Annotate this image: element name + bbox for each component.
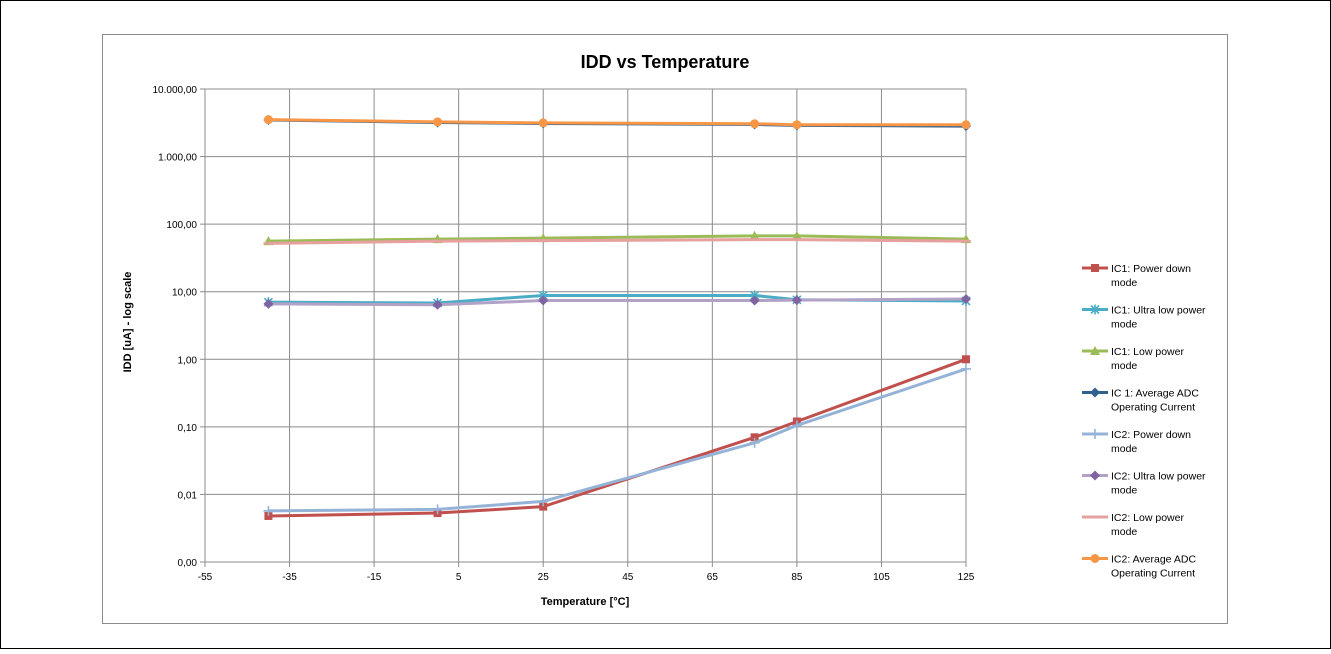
series-line bbox=[268, 297, 967, 307]
data-point bbox=[962, 355, 970, 364]
data-point bbox=[749, 437, 760, 448]
data-point bbox=[750, 433, 759, 442]
legend-label: IC2: Average ADC bbox=[1111, 554, 1196, 566]
legend-label: mode bbox=[1111, 277, 1137, 289]
legend-label: IC1: Power down bbox=[1111, 263, 1191, 275]
data-point bbox=[539, 502, 548, 511]
legend-swatch-marker bbox=[1090, 554, 1100, 563]
data-point bbox=[538, 295, 549, 306]
data-point bbox=[792, 120, 802, 130]
data-point bbox=[263, 505, 274, 516]
data-point bbox=[961, 120, 971, 130]
legend-label: mode bbox=[1111, 485, 1137, 497]
legend-swatch-marker bbox=[1090, 304, 1100, 315]
legend-item: IC1: Power down mode bbox=[1082, 263, 1191, 289]
legend-swatch-marker bbox=[1091, 264, 1099, 272]
x-tick-label: 85 bbox=[791, 572, 803, 583]
data-point bbox=[432, 299, 443, 310]
legend-item: IC1: Ultra low power mode bbox=[1082, 304, 1206, 331]
y-tick-label: 0,00 bbox=[178, 558, 198, 569]
series-line bbox=[268, 367, 967, 513]
legend-item: IC2: Average ADC Operating Current bbox=[1082, 554, 1196, 580]
x-tick-label: -55 bbox=[198, 572, 213, 583]
data-point bbox=[749, 230, 760, 240]
legend-item: IC2: Power down mode bbox=[1082, 429, 1191, 455]
data-point bbox=[791, 230, 802, 240]
series-8 bbox=[263, 115, 971, 130]
y-tick-label: 0,10 bbox=[178, 423, 198, 434]
legend-label: mode bbox=[1111, 319, 1137, 331]
legend-label: Operating Current bbox=[1111, 568, 1195, 580]
y-tick-label: 10,00 bbox=[172, 288, 197, 299]
legend-swatch-marker bbox=[1090, 470, 1100, 481]
legend-swatch-marker bbox=[1090, 429, 1100, 439]
series-layer bbox=[263, 114, 971, 520]
y-tick-label: 100,00 bbox=[166, 220, 197, 231]
chart-title: IDD vs Temperature bbox=[581, 52, 750, 72]
data-point bbox=[538, 118, 548, 128]
legend-label: IC 1: Average ADC bbox=[1111, 388, 1199, 400]
x-tick-label: 25 bbox=[538, 572, 550, 583]
y-tick-label: 10.000,00 bbox=[153, 85, 198, 96]
x-axis-title: Temperature [°C] bbox=[541, 596, 630, 608]
y-tick-label: 1.000,00 bbox=[158, 153, 197, 164]
grid bbox=[200, 88, 967, 567]
legend-swatch-marker bbox=[1090, 387, 1100, 398]
y-tick-label: 1,00 bbox=[178, 355, 198, 366]
data-point bbox=[749, 295, 760, 306]
series-5 bbox=[263, 363, 971, 516]
legend-label: mode bbox=[1111, 526, 1137, 538]
legend-label: Operating Current bbox=[1111, 402, 1195, 414]
x-tick-label: 45 bbox=[622, 572, 634, 583]
data-point bbox=[264, 511, 273, 520]
plot-area-border bbox=[204, 88, 967, 563]
series-7 bbox=[263, 238, 971, 245]
x-tick-label: -15 bbox=[367, 572, 382, 583]
legend-item: IC 1: Average ADC Operating Current bbox=[1082, 387, 1199, 414]
data-point bbox=[750, 119, 760, 129]
legend: IC1: Power down mode IC1: Ultra low power m… bbox=[1082, 263, 1206, 580]
legend-label: IC2: Ultra low power bbox=[1111, 471, 1206, 483]
data-point bbox=[791, 295, 802, 306]
series-line bbox=[268, 118, 966, 127]
data-point bbox=[263, 115, 273, 125]
series-line bbox=[268, 234, 967, 243]
data-point bbox=[432, 504, 443, 515]
legend-label: mode bbox=[1111, 443, 1137, 455]
x-tick-labels: -55 -35 -15 5 25 45 65 85 105 125 bbox=[198, 572, 975, 583]
data-point bbox=[433, 117, 443, 127]
legend-item: IC2: Low power mode bbox=[1082, 512, 1184, 538]
legend-label: IC2: Low power bbox=[1111, 512, 1184, 524]
data-point bbox=[263, 298, 274, 309]
legend-label: IC2: Power down bbox=[1111, 429, 1191, 441]
legend-item: IC2: Ultra low power mode bbox=[1082, 470, 1206, 497]
data-point bbox=[538, 496, 549, 507]
x-tick-label: 105 bbox=[873, 572, 890, 583]
legend-label: mode bbox=[1111, 360, 1137, 372]
legend-label: IC1: Ultra low power bbox=[1111, 305, 1206, 317]
legend-swatch-marker bbox=[1090, 346, 1100, 355]
data-point bbox=[791, 420, 802, 431]
y-axis-title: IDD [uA] - log scale bbox=[122, 272, 134, 373]
x-tick-label: -35 bbox=[282, 572, 297, 583]
x-tick-label: 65 bbox=[707, 572, 719, 583]
series-6 bbox=[263, 294, 971, 310]
y-tick-label: 0,01 bbox=[178, 490, 198, 501]
y-tick-labels: 0,00 0,01 0,10 1,00 10,00 100,00 1.000,00 10.00… bbox=[153, 85, 198, 569]
data-point bbox=[961, 363, 971, 374]
legend-label: IC1: Low power bbox=[1111, 346, 1184, 358]
x-tick-label: 125 bbox=[958, 572, 975, 583]
x-tick-label: 5 bbox=[456, 572, 462, 583]
series-line bbox=[268, 238, 967, 245]
data-point bbox=[961, 294, 971, 305]
legend-item: IC1: Low power mode bbox=[1082, 346, 1184, 372]
